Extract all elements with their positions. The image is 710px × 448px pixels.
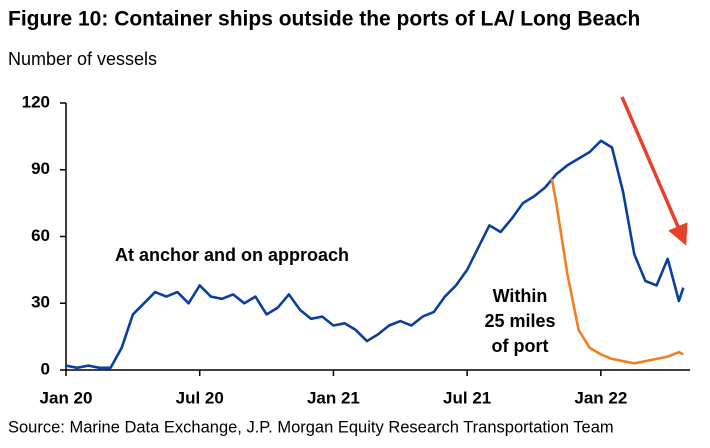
series-line	[65, 139, 685, 370]
x-tick-label: Jan 20	[40, 388, 93, 407]
x-tick-label: Jul 21	[443, 388, 491, 407]
x-tick-label: Jul 20	[176, 388, 224, 407]
chart-subtitle: Number of vessels	[8, 49, 157, 69]
annotation: Within	[493, 286, 548, 306]
y-tick-label: 120	[22, 92, 50, 111]
arrow	[620, 96, 688, 246]
y-tick-label: 90	[31, 159, 50, 178]
x-tick-label: Jan 22	[574, 388, 627, 407]
annotation: At anchor and on approach	[115, 245, 349, 265]
y-tick-label: 0	[41, 359, 50, 378]
y-tick-label: 60	[31, 226, 50, 245]
y-tick-label: 30	[31, 293, 50, 312]
x-tick-label: Jan 21	[307, 388, 360, 407]
source-note: Source: Marine Data Exchange, J.P. Morga…	[8, 418, 614, 436]
chart-title: Figure 10: Container ships outside the p…	[8, 8, 640, 31]
series-line	[550, 178, 684, 365]
annotation: 25 miles	[484, 311, 555, 331]
annotation: of port	[492, 336, 549, 356]
